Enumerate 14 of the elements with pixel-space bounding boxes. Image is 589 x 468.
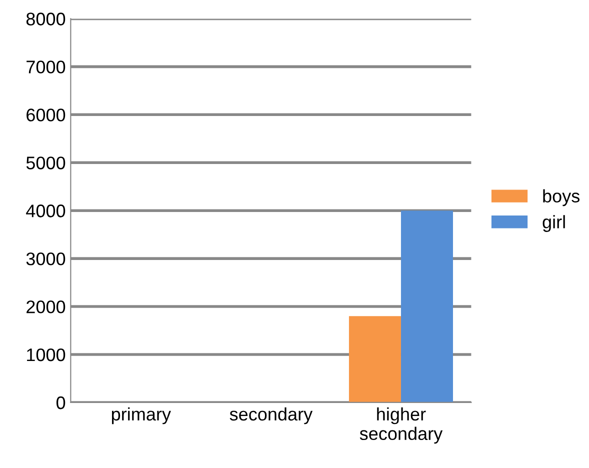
y-tick-label: 7000 xyxy=(26,60,66,74)
x-tick-label: secondary xyxy=(230,407,313,424)
y-tick-label: 3000 xyxy=(26,252,66,266)
x-tick-label: primary xyxy=(112,407,171,424)
y-tick-label: 4000 xyxy=(26,204,66,218)
y-tick-label: 6000 xyxy=(26,108,66,122)
y-tick-label: 0 xyxy=(56,396,66,410)
y-tick-label: 8000 xyxy=(26,12,66,26)
x-tick-label: higher secondary xyxy=(360,407,443,444)
legend-label: boys xyxy=(543,189,580,206)
y-tick-label: 5000 xyxy=(26,156,66,170)
y-tick-label: 1000 xyxy=(27,348,66,362)
y-tick-label: 2000 xyxy=(26,300,66,314)
legend-label: girl xyxy=(542,215,565,232)
